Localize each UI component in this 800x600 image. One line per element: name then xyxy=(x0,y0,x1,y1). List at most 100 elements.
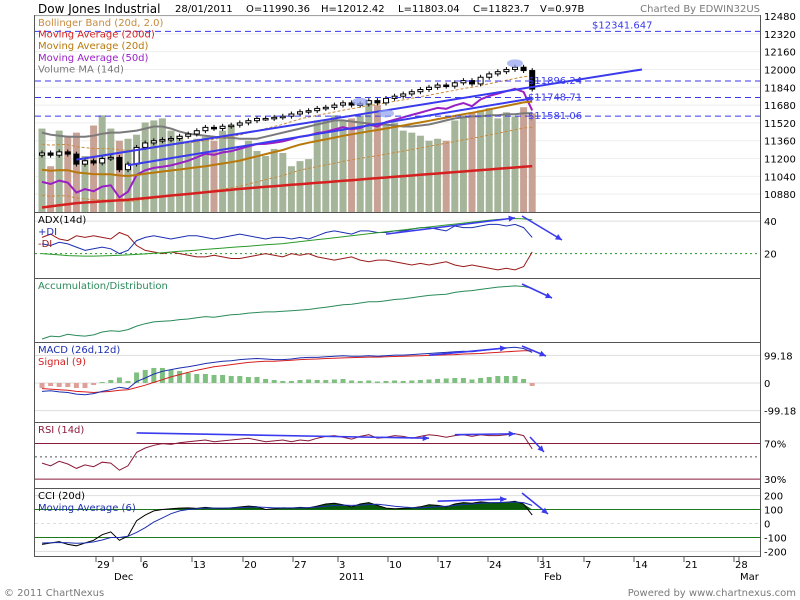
x-axis-label: 27 xyxy=(294,560,307,571)
x-axis-label: 28 xyxy=(735,560,748,571)
macd-histogram-bar xyxy=(125,380,131,383)
macd-histogram-bar xyxy=(503,375,509,383)
macd-histogram-bar xyxy=(220,374,226,383)
cci-annotation-arrow xyxy=(437,498,507,502)
volume-bar xyxy=(227,125,235,212)
price-level-label: $11896.24 xyxy=(528,76,582,87)
candle-body xyxy=(305,110,312,113)
candle-body xyxy=(219,125,226,129)
macd-histogram-bar xyxy=(159,367,165,383)
candle-body xyxy=(460,80,467,84)
volume-bar xyxy=(365,100,373,212)
volume-bar xyxy=(459,115,467,212)
candle-body xyxy=(374,100,381,104)
macd-histogram-bar xyxy=(116,377,122,383)
candle-body xyxy=(322,106,329,110)
macd-legend-signal: Signal (9) xyxy=(38,357,86,368)
adx-line xyxy=(41,217,533,257)
candle-body xyxy=(262,117,269,121)
macd-histogram-bar xyxy=(91,383,97,386)
macd-histogram-bar xyxy=(39,383,45,389)
candle-body xyxy=(245,120,252,124)
annotation-highlight xyxy=(352,97,369,106)
candle-body xyxy=(159,139,166,142)
macd-histogram-bar xyxy=(56,383,62,388)
volume-bar xyxy=(279,152,287,212)
volume-bar xyxy=(219,130,227,212)
macd-histogram-bar xyxy=(383,380,389,383)
header-date: 28/01/2011 xyxy=(175,4,233,15)
candle-body xyxy=(331,104,338,108)
price-legend-item: Moving Average (50d) xyxy=(38,53,149,64)
ma200-line xyxy=(41,164,533,209)
candle-body xyxy=(434,84,441,88)
panel-frames xyxy=(34,15,761,557)
rsi-annotation-arrow-right xyxy=(454,432,516,436)
price-tick-label: 11680 xyxy=(764,101,796,112)
x-axis-label: Feb xyxy=(544,572,562,583)
volume-bar xyxy=(434,138,442,212)
candle-body xyxy=(39,152,45,156)
cci-tick-label: -200 xyxy=(764,547,787,558)
header-close: C=11823.7 xyxy=(473,4,530,15)
macd-histogram-bar xyxy=(366,380,372,383)
volume-bar xyxy=(511,116,519,212)
x-axis-label: 21 xyxy=(685,560,698,571)
cci-ma-line xyxy=(41,501,533,544)
chart-title: Dow Jones Industrial xyxy=(38,2,160,16)
macd-histogram-bar xyxy=(417,379,423,383)
x-axis-label: 31 xyxy=(539,560,552,571)
macd-histogram-bar xyxy=(288,380,294,383)
macd-histogram-bar xyxy=(297,379,303,383)
macd-annotation-arrow xyxy=(428,347,507,356)
candle-body xyxy=(142,142,149,148)
price-tick-label: 11360 xyxy=(764,137,796,148)
adx-legend-title: ADX(14d) xyxy=(38,215,86,226)
cci-tick-label: 100 xyxy=(764,506,783,517)
accum-legend-title: Accumulation/Distribution xyxy=(38,281,168,292)
volume-bar xyxy=(494,118,502,212)
macd-histogram-bar xyxy=(48,383,54,387)
rsi-tick-label: 30% xyxy=(764,475,786,486)
price-level-label: $11581.06 xyxy=(528,111,582,122)
adx-tick-label: 20 xyxy=(764,250,777,261)
adx-annotation-arrow-head xyxy=(508,215,515,222)
macd-histogram-bar xyxy=(228,375,234,383)
rsi-legend-title: RSI (14d) xyxy=(38,425,84,436)
adx-tick-label: 40 xyxy=(764,217,777,228)
x-axis-label: 20 xyxy=(244,560,257,571)
candle-body xyxy=(520,66,527,72)
volume-bar xyxy=(408,132,416,212)
adx-down-arrow xyxy=(521,215,563,241)
volume-bar xyxy=(520,107,528,212)
volume-bar xyxy=(64,135,72,212)
macd-histogram-bar xyxy=(82,383,88,389)
candle-body xyxy=(47,152,54,156)
candle-body xyxy=(107,156,114,160)
macd-histogram-bar xyxy=(202,373,208,383)
accum-down-arrow-head xyxy=(545,292,552,299)
volume-bar xyxy=(313,120,321,212)
candle-body xyxy=(150,140,157,144)
annotation-highlight xyxy=(378,109,394,118)
trendline-lower xyxy=(127,97,533,167)
x-axis-label: 2011 xyxy=(339,572,364,583)
bollinger-upper-line xyxy=(41,75,533,151)
macd-histogram-bar xyxy=(357,380,363,383)
x-axis-label: 17 xyxy=(439,560,452,571)
rsi-line xyxy=(41,433,533,471)
macd-histogram-bar xyxy=(99,381,105,383)
x-axis-label: 13 xyxy=(193,560,206,571)
candle-body xyxy=(271,116,278,120)
volume-bar xyxy=(193,138,201,212)
footer-copyright: © 2011 ChartNexus xyxy=(4,588,104,599)
x-axis-label: Dec xyxy=(114,572,133,583)
candle-body xyxy=(254,117,260,122)
volume-bar xyxy=(391,122,399,212)
adx-legend-pdi: +DI xyxy=(38,227,57,238)
volume-bar xyxy=(485,108,493,212)
volume-bar xyxy=(47,166,55,212)
header-open: O=11990.36 xyxy=(246,4,310,15)
price-tick-label: 11040 xyxy=(764,172,796,183)
